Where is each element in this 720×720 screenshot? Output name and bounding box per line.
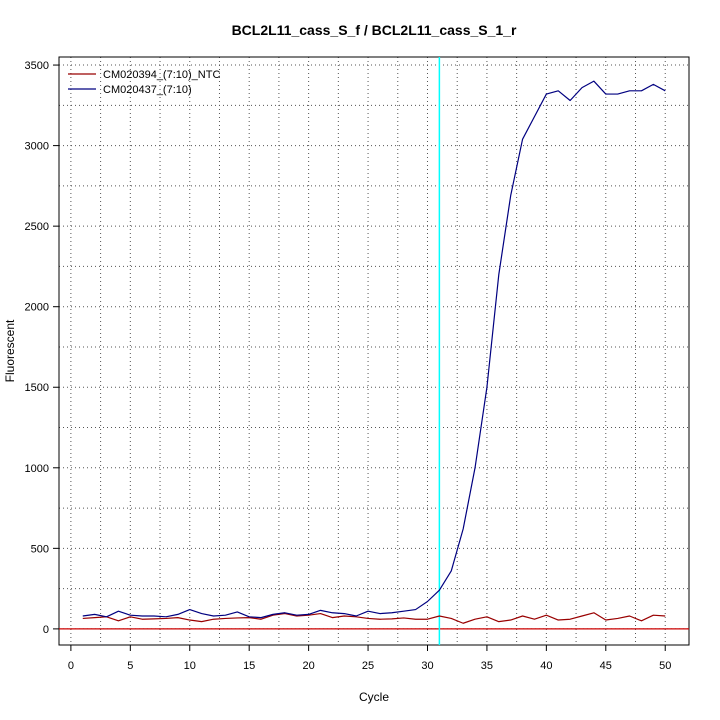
x-tick-label: 0 [68, 660, 74, 672]
y-tick-label: 2000 [25, 302, 49, 314]
x-tick-label: 45 [600, 660, 612, 672]
x-tick-label: 40 [540, 660, 552, 672]
y-tick-label: 0 [43, 624, 49, 636]
x-axis-label: Cycle [359, 690, 389, 704]
y-tick-label: 3000 [25, 141, 49, 153]
legend: CM020394_(7:10)_NTC CM020437_(7:10) [68, 69, 220, 96]
x-tick-label: 25 [362, 660, 374, 672]
x-tick-label: 50 [659, 660, 671, 672]
y-tick-label: 1000 [25, 463, 49, 475]
series-line-2 [82, 80, 666, 619]
x-tick-label: 5 [127, 660, 133, 672]
x-tick-label: 35 [481, 660, 493, 672]
x-axis: 0 5 10 15 20 25 30 35 40 45 50 [68, 645, 671, 672]
y-axis-label: Fluorescent [3, 319, 17, 382]
y-tick-label: 1500 [25, 382, 49, 394]
chart-title: BCL2L11_cass_S_f / BCL2L11_cass_S_1_r [232, 22, 517, 38]
plot-frame [58, 56, 690, 646]
plot-lines [59, 57, 689, 645]
y-tick-label: 3500 [25, 60, 49, 72]
legend-label: CM020394_(7:10)_NTC [103, 69, 220, 81]
y-tick-label: 500 [31, 543, 49, 555]
series-line-1 [82, 612, 666, 624]
x-tick-label: 20 [302, 660, 314, 672]
x-tick-label: 30 [421, 660, 433, 672]
x-tick-label: 10 [184, 660, 196, 672]
y-tick-label: 2500 [25, 221, 49, 233]
y-axis: 0 500 1000 1500 2000 2500 3000 3500 [25, 60, 59, 636]
grid [59, 57, 689, 645]
x-tick-label: 15 [243, 660, 255, 672]
legend-label: CM020437_(7:10) [103, 84, 192, 96]
